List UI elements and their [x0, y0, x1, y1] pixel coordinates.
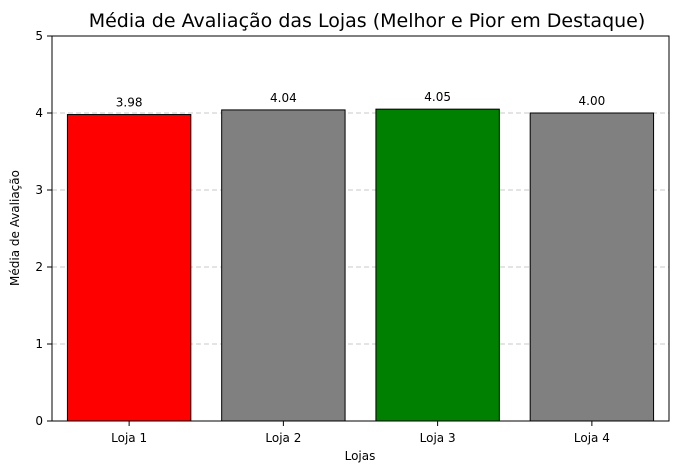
bars: 3.98 4.04 4.05 4.00: [66, 90, 655, 422]
y-tick-label: 5: [35, 29, 43, 43]
y-tick-label: 4: [35, 106, 43, 120]
bar: [375, 108, 500, 422]
y-tick-label: 1: [35, 337, 43, 351]
bar-value-label: 4.05: [424, 90, 451, 104]
y-axis-label: Média de Avaliação: [8, 170, 22, 286]
x-axis-label: Lojas: [345, 449, 376, 463]
bar: [529, 112, 655, 422]
y-tick-label: 2: [35, 260, 43, 274]
x-tick-label: Loja 2: [265, 431, 301, 445]
bar-value-label: 4.04: [270, 91, 297, 105]
x-tick-label: Loja 1: [111, 431, 147, 445]
y-tick-label: 3: [35, 183, 43, 197]
plot-frame: [51, 35, 670, 422]
x-axis: Loja 1 Loja 2 Loja 3 Loja 4: [111, 421, 610, 445]
y-tick-label: 0: [35, 414, 43, 428]
bar-value-label: 4.00: [579, 94, 606, 108]
bar-value-label: 3.98: [116, 96, 143, 110]
x-tick-label: Loja 3: [420, 431, 456, 445]
bar: [66, 114, 192, 422]
bar: [221, 109, 346, 422]
chart-title: Média de Avaliação das Lojas (Melhor e P…: [89, 10, 646, 32]
x-tick-label: Loja 4: [574, 431, 610, 445]
y-axis: 0 1 2 3 4 5: [35, 29, 52, 428]
